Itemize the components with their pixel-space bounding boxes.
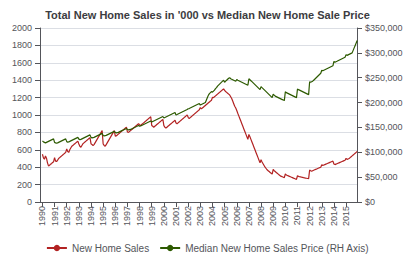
svg-text:1000: 1000 <box>12 110 32 120</box>
svg-text:1990: 1990 <box>37 206 47 226</box>
svg-text:600: 600 <box>17 145 32 155</box>
svg-text:1996: 1996 <box>110 206 120 226</box>
svg-text:1991: 1991 <box>50 206 60 226</box>
svg-text:$0: $0 <box>365 197 375 207</box>
svg-text:2008: 2008 <box>256 206 266 226</box>
svg-text:2000: 2000 <box>12 23 32 33</box>
svg-text:1999: 1999 <box>147 206 157 226</box>
svg-text:2001: 2001 <box>171 206 181 226</box>
svg-text:$150,000: $150,000 <box>365 122 403 132</box>
svg-text:2013: 2013 <box>317 206 327 226</box>
svg-text:2004: 2004 <box>207 206 217 226</box>
svg-text:1993: 1993 <box>74 206 84 226</box>
svg-text:400: 400 <box>17 162 32 172</box>
svg-text:1800: 1800 <box>12 40 32 50</box>
svg-text:$200,000: $200,000 <box>365 98 403 108</box>
svg-text:1998: 1998 <box>135 206 145 226</box>
svg-text:0: 0 <box>27 197 32 207</box>
svg-text:2015: 2015 <box>341 206 351 226</box>
svg-text:1200: 1200 <box>12 93 32 103</box>
svg-text:2005: 2005 <box>220 206 230 226</box>
svg-text:1994: 1994 <box>86 206 96 226</box>
svg-text:2006: 2006 <box>232 206 242 226</box>
svg-text:2003: 2003 <box>195 206 205 226</box>
svg-text:2012: 2012 <box>305 206 315 226</box>
svg-text:2010: 2010 <box>280 206 290 226</box>
svg-text:200: 200 <box>17 180 32 190</box>
svg-text:1992: 1992 <box>62 206 72 226</box>
svg-text:2011: 2011 <box>292 206 302 225</box>
svg-text:1400: 1400 <box>12 75 32 85</box>
svg-text:New Home Sales: New Home Sales <box>72 243 149 254</box>
svg-text:2007: 2007 <box>244 206 254 226</box>
svg-text:800: 800 <box>17 127 32 137</box>
svg-text:1600: 1600 <box>12 58 32 68</box>
svg-text:$100,000: $100,000 <box>365 147 403 157</box>
svg-text:$250,000: $250,000 <box>365 73 403 83</box>
svg-text:2014: 2014 <box>329 206 339 226</box>
svg-text:$350,000: $350,000 <box>365 23 403 33</box>
svg-text:$50,000: $50,000 <box>365 172 398 182</box>
svg-text:2009: 2009 <box>268 206 278 226</box>
svg-text:2000: 2000 <box>159 206 169 226</box>
svg-text:Total New Home Sales in '000 v: Total New Home Sales in '000 vs Median N… <box>45 9 370 21</box>
svg-text:1995: 1995 <box>98 206 108 226</box>
svg-text:1997: 1997 <box>122 206 132 226</box>
svg-text:2002: 2002 <box>183 206 193 226</box>
svg-text:$300,000: $300,000 <box>365 48 403 58</box>
svg-text:Median New Home Sales Price (R: Median New Home Sales Price (RH Axis) <box>185 243 368 254</box>
